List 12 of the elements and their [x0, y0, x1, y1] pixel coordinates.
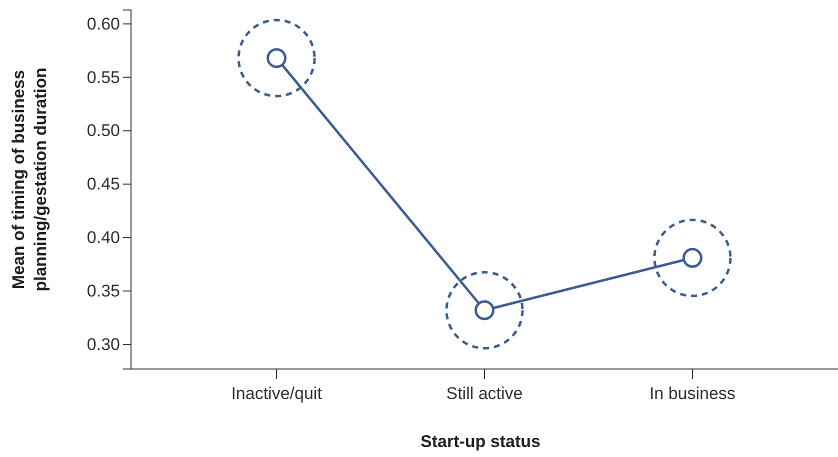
y-tick-label: 0.45: [86, 174, 120, 194]
y-axis-title: Mean of timing of business planning/gestation duration: [9, 68, 50, 292]
y-tick-label: 0.30: [86, 334, 120, 354]
y-tick-label: 0.35: [86, 281, 120, 300]
x-tick-label: Still active: [446, 384, 523, 404]
x-tick-label: Inactive/quit: [231, 384, 322, 404]
x-axis-title: Start-up status: [420, 432, 540, 451]
y-tick-label: 0.55: [86, 68, 120, 87]
y-tick-label: 0.40: [86, 228, 120, 248]
x-tick-label: In business: [649, 384, 736, 404]
y-tick-label: 0.50: [86, 121, 120, 140]
y-tick-label: 0.60: [86, 14, 120, 34]
